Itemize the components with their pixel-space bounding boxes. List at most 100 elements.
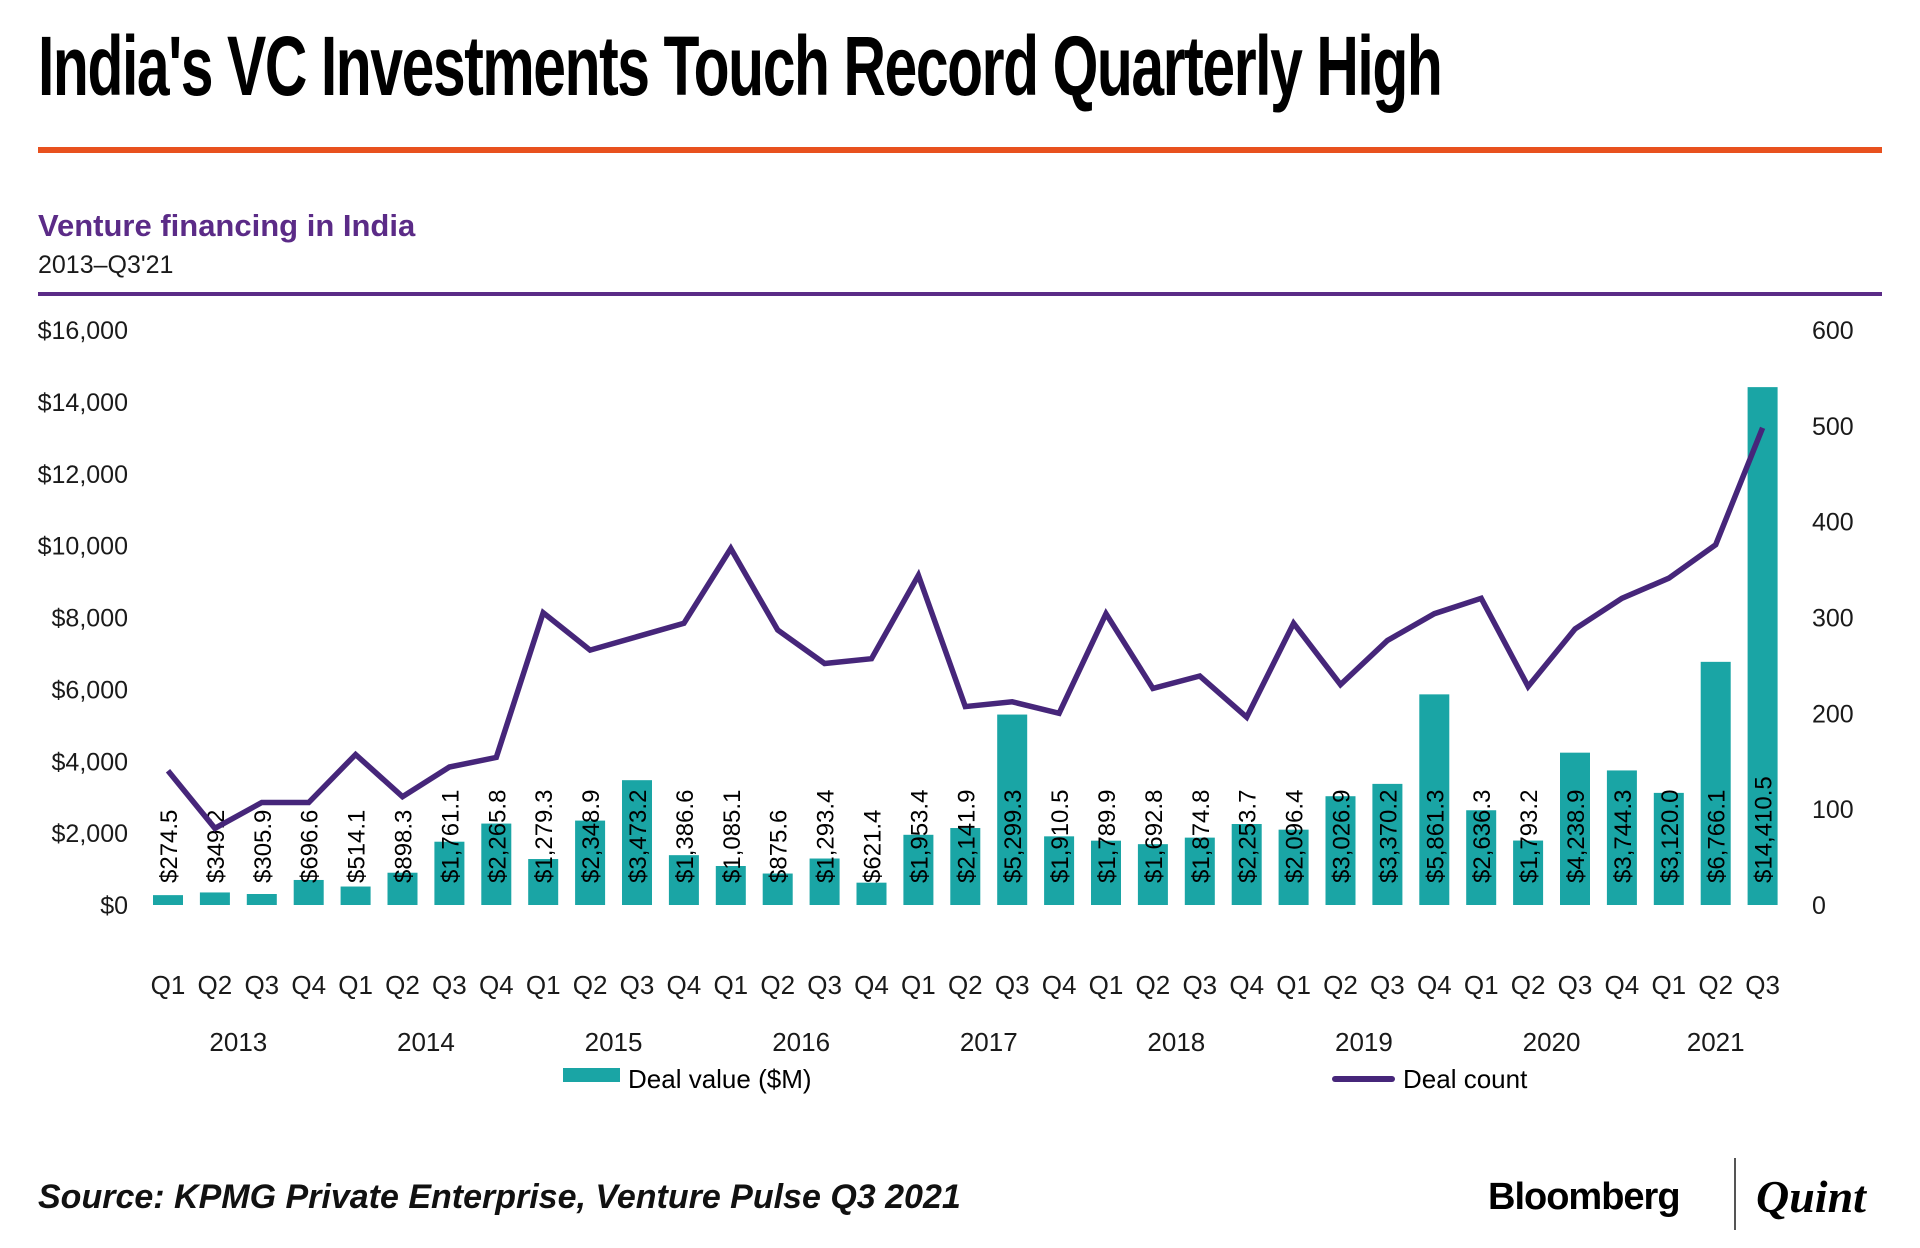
page-title: India's VC Investments Touch Record Quar… bbox=[38, 19, 1443, 113]
deal-value-bar bbox=[387, 872, 418, 905]
y-axis-left-tick: $4,000 bbox=[52, 748, 128, 776]
brand-divider bbox=[1734, 1158, 1736, 1230]
deal-value-bar bbox=[1231, 824, 1262, 905]
deal-value-bar bbox=[1419, 694, 1450, 905]
deal-value-bar bbox=[1466, 810, 1497, 905]
deal-value-bar bbox=[1325, 796, 1356, 905]
x-axis-quarter-label: Q3 bbox=[432, 970, 467, 1000]
x-axis-quarter-label: Q4 bbox=[854, 970, 889, 1000]
deal-value-bar bbox=[809, 858, 840, 905]
bar-value-label: $875.6 bbox=[766, 810, 793, 883]
bar-value-label: $2,636.3 bbox=[1469, 790, 1496, 883]
deal-value-bar bbox=[340, 886, 371, 905]
bar-value-label: $1,789.9 bbox=[1094, 790, 1121, 883]
deal-value-bar bbox=[575, 820, 606, 905]
deal-value-bar bbox=[1700, 661, 1731, 905]
x-axis-quarter-label: Q2 bbox=[1511, 970, 1546, 1000]
x-axis-year-label: 2017 bbox=[960, 1027, 1018, 1057]
bar-value-label: $305.9 bbox=[250, 810, 277, 883]
bar-value-label: $14,410.5 bbox=[1751, 776, 1778, 883]
bar-value-label: $2,253.7 bbox=[1235, 790, 1262, 883]
x-axis-quarter-label: Q1 bbox=[901, 970, 936, 1000]
x-axis-quarter-label: Q4 bbox=[667, 970, 702, 1000]
bloomberg-logo: Bloomberg bbox=[1488, 1176, 1681, 1218]
y-axis-left-tick: $8,000 bbox=[52, 605, 128, 633]
bar-value-label: $898.3 bbox=[391, 810, 418, 883]
y-axis-left-tick: $6,000 bbox=[52, 676, 128, 704]
y-axis-left-tick: $0 bbox=[100, 892, 128, 920]
deal-count-line bbox=[165, 426, 1766, 832]
deal-value-bar bbox=[1372, 783, 1403, 905]
x-axis-quarter-label: Q1 bbox=[1651, 970, 1686, 1000]
bar-value-label: $274.5 bbox=[156, 810, 183, 883]
x-axis-quarter-label: Q4 bbox=[291, 970, 326, 1000]
bar-value-label: $5,861.3 bbox=[1422, 790, 1449, 883]
deal-value-bar bbox=[715, 866, 746, 905]
bar-value-label: $6,766.1 bbox=[1704, 790, 1731, 883]
deal-value-bar bbox=[997, 714, 1028, 905]
bar-value-label: $3,744.3 bbox=[1610, 790, 1637, 883]
title-underline-rule bbox=[38, 147, 1882, 153]
deal-value-bar bbox=[1091, 840, 1121, 905]
y-axis-left-tick: $2,000 bbox=[52, 820, 128, 848]
y-axis-right-tick: 400 bbox=[1812, 509, 1854, 537]
x-axis-quarter-label: Q2 bbox=[198, 970, 233, 1000]
deal-value-bar bbox=[1137, 844, 1168, 905]
x-axis-year-label: 2013 bbox=[209, 1027, 267, 1057]
bar-value-label: $1,085.1 bbox=[719, 790, 746, 883]
x-axis-quarter-label: Q1 bbox=[1089, 970, 1124, 1000]
deal-value-bar bbox=[1044, 836, 1075, 905]
x-axis-quarter-label: Q2 bbox=[573, 970, 608, 1000]
bar-value-label: $1,692.8 bbox=[1141, 790, 1168, 883]
y-axis-right-tick: 0 bbox=[1812, 892, 1826, 920]
x-axis-quarter-label: Q1 bbox=[1276, 970, 1311, 1000]
deal-value-bar bbox=[1278, 829, 1309, 905]
bar-value-label: $5,299.3 bbox=[1000, 790, 1027, 883]
legend-deal-count-swatch bbox=[1332, 1076, 1395, 1082]
x-axis-quarter-label: Q1 bbox=[1464, 970, 1499, 1000]
x-axis-year-label: 2018 bbox=[1147, 1027, 1205, 1057]
deal-value-bar bbox=[1560, 752, 1590, 905]
y-axis-left-tick: $10,000 bbox=[38, 533, 128, 561]
bar-value-label: $4,238.9 bbox=[1563, 790, 1590, 883]
y-axis-left-tick: $12,000 bbox=[38, 461, 128, 489]
deal-value-bar bbox=[622, 780, 652, 905]
x-axis-quarter-label: Q3 bbox=[244, 970, 279, 1000]
deal-value-bar bbox=[903, 834, 934, 905]
chart-period: 2013–Q3'21 bbox=[38, 251, 174, 279]
x-axis-year-label: 2020 bbox=[1523, 1027, 1581, 1057]
x-axis-quarter-label: Q3 bbox=[1558, 970, 1593, 1000]
x-axis-year-label: 2015 bbox=[585, 1027, 643, 1057]
x-axis-quarter-label: Q2 bbox=[1136, 970, 1171, 1000]
bar-value-label: $621.4 bbox=[860, 810, 887, 883]
deal-value-bar bbox=[950, 828, 981, 905]
legend-deal-value-label: Deal value ($M) bbox=[628, 1064, 812, 1094]
y-axis-right-tick: 300 bbox=[1812, 605, 1854, 633]
x-axis-year-label: 2016 bbox=[772, 1027, 830, 1057]
x-axis-quarter-label: Q2 bbox=[948, 970, 983, 1000]
x-axis-quarter-label: Q1 bbox=[526, 970, 561, 1000]
bar-value-label: $1,279.3 bbox=[531, 790, 558, 883]
y-axis-right-tick: 500 bbox=[1812, 413, 1854, 441]
x-axis-quarter-label: Q4 bbox=[1229, 970, 1264, 1000]
deal-value-bar bbox=[153, 895, 183, 905]
bar-value-label: $1,293.4 bbox=[813, 790, 840, 883]
x-axis-quarter-label: Q2 bbox=[1323, 970, 1358, 1000]
bar-value-label: $1,386.6 bbox=[672, 790, 699, 883]
y-axis-left-tick: $14,000 bbox=[38, 389, 128, 417]
deal-value-bar bbox=[481, 823, 512, 905]
x-axis-quarter-label: Q2 bbox=[1698, 970, 1733, 1000]
deal-value-bar bbox=[293, 879, 324, 905]
bar-value-label: $1,761.1 bbox=[437, 790, 464, 883]
deal-value-bar bbox=[1513, 840, 1544, 905]
quint-logo: Quint bbox=[1756, 1171, 1866, 1222]
deal-value-bar bbox=[1184, 837, 1215, 905]
deal-value-bar bbox=[762, 873, 793, 905]
bar-value-label: $2,348.9 bbox=[578, 790, 605, 883]
x-axis-quarter-label: Q2 bbox=[760, 970, 795, 1000]
deal-value-bar bbox=[856, 882, 887, 905]
bar-value-label: $3,026.9 bbox=[1329, 790, 1356, 883]
bar-value-label: $1,874.8 bbox=[1188, 790, 1215, 883]
bar-value-label: $696.6 bbox=[297, 810, 324, 883]
